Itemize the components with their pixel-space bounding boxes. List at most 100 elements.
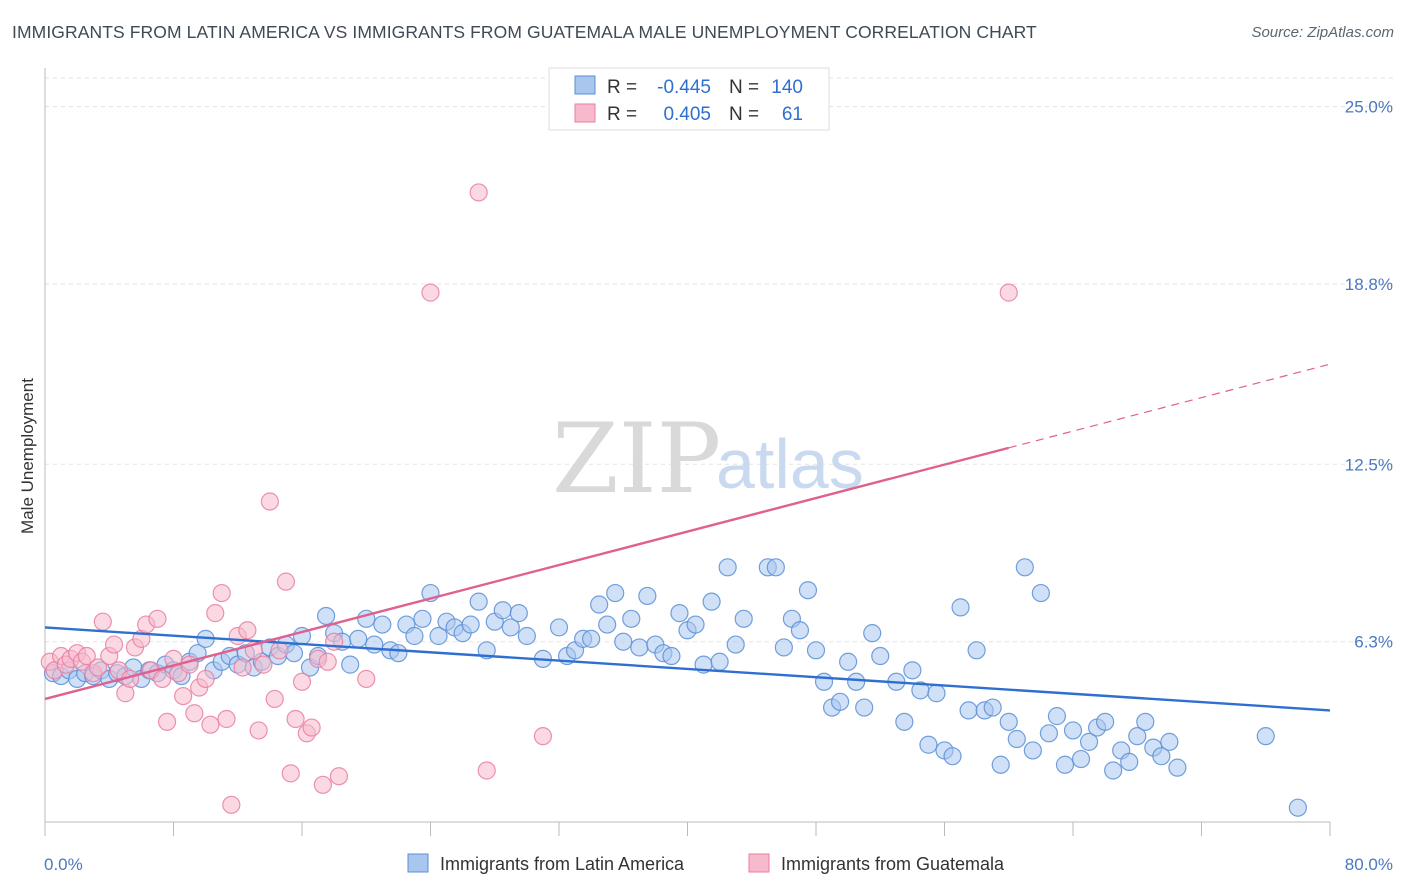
x-tick-min: 0.0% [44, 855, 83, 874]
legend-r-label-1: R = [607, 77, 637, 98]
point-latin-america [614, 632, 633, 651]
legend-swatch-guatemala [574, 103, 596, 123]
point-latin-america [686, 615, 705, 634]
watermark: ZIP atlas [552, 403, 864, 515]
legend-n-label-2: N = [729, 104, 759, 125]
point-guatemala [999, 283, 1018, 302]
point-latin-america [806, 641, 826, 660]
point-latin-america [1023, 741, 1042, 760]
point-latin-america [991, 755, 1010, 774]
watermark-zip: ZIP [552, 403, 721, 515]
point-latin-america [1079, 732, 1099, 751]
point-guatemala [196, 669, 215, 689]
legend-n-value-2: 61 [782, 104, 803, 125]
legend-n-value-1: 140 [771, 77, 803, 98]
point-latin-america [549, 618, 569, 637]
x-tick-max: 80.0% [1345, 855, 1393, 874]
point-latin-america [1096, 712, 1115, 731]
trend-lines [44, 363, 1331, 712]
point-latin-america [863, 624, 882, 643]
y-tick-label: 6.3% [1354, 633, 1393, 652]
grid-lines [45, 77, 1393, 643]
trend-line-guatemala-extension [1008, 363, 1331, 449]
point-latin-america [718, 558, 737, 577]
point-latin-america [1104, 761, 1123, 780]
point-guatemala [260, 492, 279, 511]
point-latin-america [895, 712, 914, 731]
point-latin-america [1015, 558, 1034, 577]
point-latin-america [790, 621, 810, 640]
point-latin-america [373, 615, 392, 634]
point-latin-america [999, 712, 1018, 731]
point-guatemala [201, 715, 220, 734]
point-latin-america [670, 604, 689, 623]
point-latin-america [1160, 732, 1179, 751]
y-tick-label: 12.5% [1345, 455, 1393, 474]
point-latin-america [365, 635, 384, 654]
source-credit: Source: ZipAtlas.com [1251, 24, 1394, 41]
trend-line-guatemala [44, 446, 1010, 701]
bottom-legend-label-latin-america: Immigrants from Latin America [440, 854, 685, 874]
point-latin-america [734, 609, 753, 628]
y-axis-label: Male Unemployment [18, 378, 37, 534]
point-latin-america [1055, 755, 1075, 774]
point-latin-america [1128, 727, 1147, 746]
point-latin-america [1063, 721, 1083, 740]
point-latin-america [509, 604, 528, 623]
point-guatemala [206, 604, 225, 623]
correlation-legend: R = -0.445 N = 140 R = 0.405 N = 61 [548, 67, 830, 131]
point-guatemala [477, 761, 496, 780]
series-legend: Immigrants from Latin America Immigrants… [407, 853, 1005, 874]
point-guatemala [148, 609, 167, 628]
point-latin-america [943, 747, 962, 766]
y-tick-label: 25.0% [1345, 98, 1393, 117]
point-latin-america [1152, 747, 1171, 766]
point-guatemala [329, 767, 349, 786]
point-latin-america [1007, 729, 1026, 749]
point-latin-america [461, 615, 480, 634]
point-guatemala [281, 764, 300, 783]
point-latin-america [710, 652, 729, 671]
point-latin-america [919, 735, 938, 754]
point-latin-america [1047, 707, 1067, 726]
legend-r-label-2: R = [607, 104, 637, 125]
point-latin-america [662, 646, 681, 666]
point-guatemala [93, 612, 112, 631]
y-tick-labels: 6.3% 12.5% 18.8% 25.0% [1345, 98, 1393, 652]
point-latin-america [606, 583, 625, 603]
point-guatemala [185, 704, 204, 723]
point-guatemala [212, 583, 231, 603]
legend-r-value-1: -0.445 [657, 77, 711, 98]
x-tick-labels: 0.0% 80.0% [44, 855, 1393, 874]
y-tick-label: 18.8% [1345, 275, 1393, 294]
point-guatemala [469, 183, 488, 202]
point-latin-america [798, 581, 818, 600]
legend-box [548, 67, 830, 131]
point-latin-america [598, 615, 617, 634]
watermark-atlas: atlas [716, 425, 864, 503]
point-guatemala [265, 689, 284, 709]
point-latin-america [702, 592, 721, 611]
point-latin-america [839, 652, 858, 671]
point-latin-america [590, 595, 609, 614]
point-latin-america [493, 601, 512, 620]
point-guatemala [292, 672, 312, 691]
point-guatemala [286, 709, 305, 729]
point-latin-america [349, 629, 368, 648]
bottom-legend-label-guatemala: Immigrants from Guatemala [781, 854, 1005, 874]
point-latin-america [405, 626, 424, 646]
point-latin-america [855, 698, 874, 717]
point-latin-america [341, 655, 360, 674]
point-latin-america [469, 592, 488, 611]
point-latin-america [903, 661, 922, 680]
point-guatemala [153, 669, 172, 689]
point-latin-america [1288, 798, 1307, 817]
point-guatemala [222, 795, 241, 814]
point-guatemala [174, 686, 193, 706]
point-latin-america [501, 618, 520, 637]
point-guatemala [357, 669, 376, 689]
point-latin-america [814, 672, 834, 691]
point-guatemala [249, 721, 268, 740]
point-latin-america [638, 586, 657, 606]
